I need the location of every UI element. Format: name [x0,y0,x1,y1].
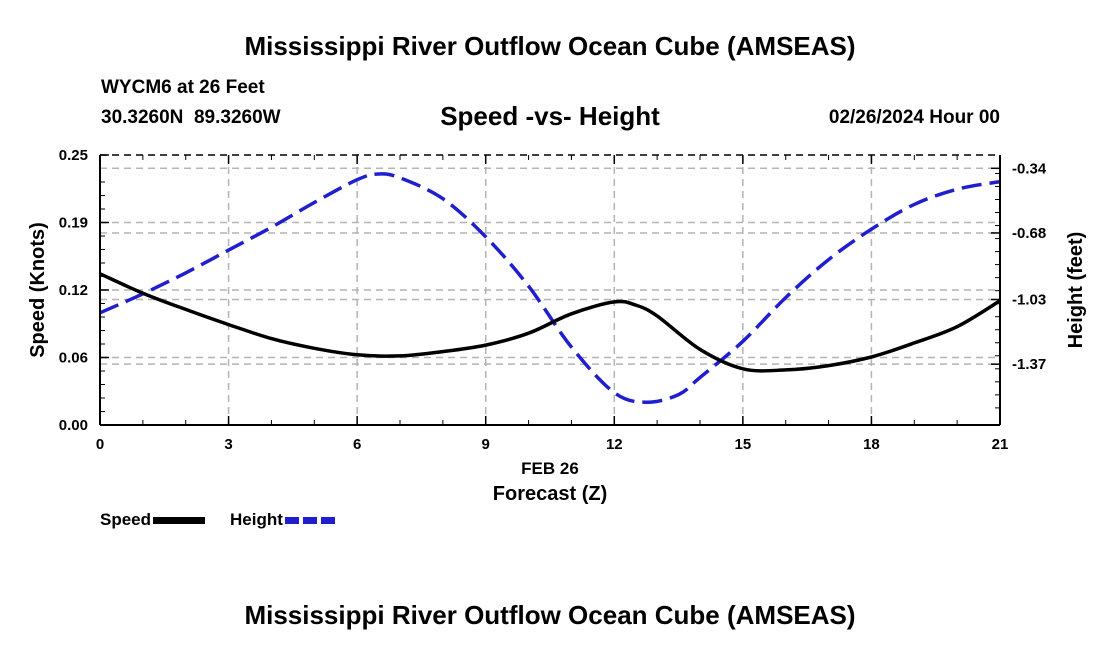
y-tick-label: 0.25 [59,147,88,164]
x-tick-label: 18 [863,436,880,453]
chart-subtitle: Speed -vs- Height [440,101,660,131]
y2-tick-label: -1.37 [1012,356,1046,373]
y2-tick-label: -1.03 [1012,292,1046,309]
y-tick-label: 0.06 [59,350,88,367]
station-label: WYCM6 at 26 Feet [101,77,265,98]
coordinates-label: 30.3260N 89.3260W [101,107,281,128]
y-axis-label: Speed (Knots) [27,222,49,358]
x-axis-label: Forecast (Z) [493,483,607,505]
date-label: 02/26/2024 Hour 00 [828,107,1000,128]
x-tick-label: 0 [96,436,104,453]
x-tick-label: 12 [606,436,623,453]
legend-label-speed: Speed [100,510,152,529]
chart-title: Mississippi River Outflow Ocean Cube (AM… [244,31,856,61]
x-tick-label: 9 [482,436,490,453]
footer-title: Mississippi River Outflow Ocean Cube (AM… [244,600,856,630]
speed-series-line [99,272,1001,373]
y-tick-label: 0.00 [59,417,88,434]
y2-tick-label: -0.34 [1012,160,1047,177]
y-tick-label: 0.12 [59,282,88,299]
legend-swatch-speed [153,516,206,524]
x-tick-label: 21 [992,436,1009,453]
legend-swatch-height [284,516,335,524]
x-tick-label: 15 [735,436,752,453]
height-series-line [99,172,1001,404]
x-tick-label: 3 [224,436,232,453]
x-tick-label: 6 [353,436,361,453]
legend-item-speed: Speed [100,510,206,530]
x-date-label: FEB 26 [521,459,579,478]
y2-tick-label: -0.68 [1012,225,1046,242]
y2-axis-label: Height (feet) [1065,232,1087,349]
y-tick-label: 0.19 [59,215,88,232]
legend-label-height: Height [230,510,283,529]
legend-item-height: Height [230,510,335,530]
